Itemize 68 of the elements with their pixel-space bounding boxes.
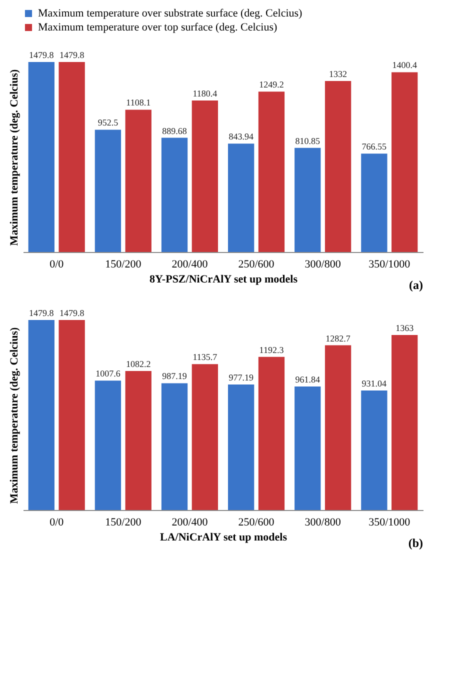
bar [58,62,85,252]
bar [361,390,388,510]
bar [161,383,188,510]
data-label: 961.84 [295,374,320,385]
data-label: 1082.2 [126,359,151,370]
x-tick-label: 250/600 [238,516,275,528]
x-tick-label: 0/0 [50,516,64,528]
bar [294,386,321,510]
data-label: 1332 [329,68,348,79]
legend-label: Maximum temperature over substrate surface (deg. Celcius) [38,8,303,20]
bar [94,130,122,252]
data-label: 1108.1 [126,98,151,108]
x-tick-label: 350/1000 [368,516,411,528]
data-label: 766.55 [362,142,388,152]
bar [361,154,388,252]
data-label: 1479.8 [29,308,54,318]
data-label: 931.04 [362,378,388,388]
y-axis-title: Maximum temperature (deg. Celcius) [8,68,20,246]
data-label: 1135.7 [192,352,218,362]
text: (a) [409,278,423,292]
data-label: 1400.4 [392,60,418,70]
bar [258,92,285,252]
data-label: 889.68 [162,126,188,136]
bar [28,62,54,252]
x-tick-label: 250/600 [238,258,275,270]
data-label: 810.85 [295,136,320,146]
x-tick-label: 350/1000 [368,258,411,270]
x-tick-label: 300/800 [304,516,342,528]
bar [258,356,285,510]
bar [228,144,254,252]
y-axis-title: Maximum temperature (deg. Celcius) [8,326,20,504]
bar [228,384,254,510]
x-tick-label: 150/200 [105,516,142,528]
data-label: 1479.8 [29,50,54,60]
bar [192,364,218,510]
bar [58,320,85,510]
bar [392,334,418,510]
data-label: 843.94 [228,132,254,142]
x-tick-label: 300/800 [304,258,342,270]
data-label: 987.19 [162,371,188,382]
bar [192,100,218,252]
bar [294,148,321,252]
x-tick-label: 0/0 [50,258,64,270]
x-tick-label: 200/400 [172,516,208,528]
bar [324,345,352,510]
bar [94,380,122,510]
x-axis-title: LA/NiCrAlY set up models [160,532,288,544]
text: (b) [408,536,423,550]
data-label: 1249.2 [259,80,284,90]
data-label: 1479.8 [59,50,85,60]
data-label: 977.19 [228,372,254,383]
bar [161,138,188,252]
data-label: 952.5 [98,118,119,128]
data-label: 1363 [396,322,414,333]
bar [392,72,418,252]
x-tick-label: 150/200 [105,258,142,270]
bar [28,320,54,510]
data-label: 1479.8 [59,308,85,318]
bar [324,80,352,252]
legend-label: Maximum temperature over top surface (deg. Celcius) [38,22,278,34]
x-tick-label: 200/400 [172,258,208,270]
data-label: 1180.4 [192,88,218,98]
x-axis-title: 8Y-PSZ/NiCrAlY set up models [149,274,298,286]
data-label: 1007.6 [96,368,121,379]
data-label: 1192.3 [259,344,284,355]
data-label: 1282.7 [326,333,351,344]
bar [125,371,152,510]
bar [125,110,152,252]
